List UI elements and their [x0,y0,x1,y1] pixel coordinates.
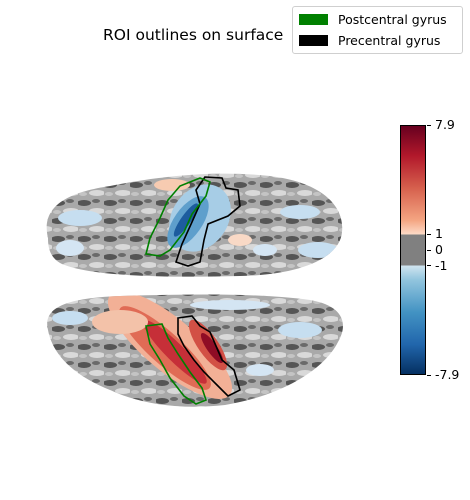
legend-item-precentral: Precentral gyrus [299,32,440,48]
figure-title: ROI outlines on surface [103,26,284,44]
lower-hemisphere-view [47,294,343,407]
colorbar-tick-label: -7.9 [435,367,460,382]
legend-swatch-green [299,13,328,25]
colorbar-tick-label: -1 [435,257,448,273]
colorbar-tick [427,249,431,251]
colorbar-tick-label: 7.9 [435,117,455,132]
colorbar-tick [427,124,431,126]
legend: Postcentral gyrus Precentral gyrus [292,6,463,54]
legend-label: Precentral gyrus [338,32,441,48]
colorbar-tick-label: 0 [435,242,443,257]
upper-hemisphere-view [46,173,343,277]
colorbar-tick [427,374,431,376]
legend-swatch-black [299,34,328,46]
colorbar [400,125,426,375]
colorbar-tick [427,233,431,235]
colorbar-tick [427,265,431,267]
legend-item-postcentral: Postcentral gyrus [299,11,447,27]
colorbar-tick-label: 1 [435,226,443,242]
legend-label: Postcentral gyrus [338,11,447,27]
